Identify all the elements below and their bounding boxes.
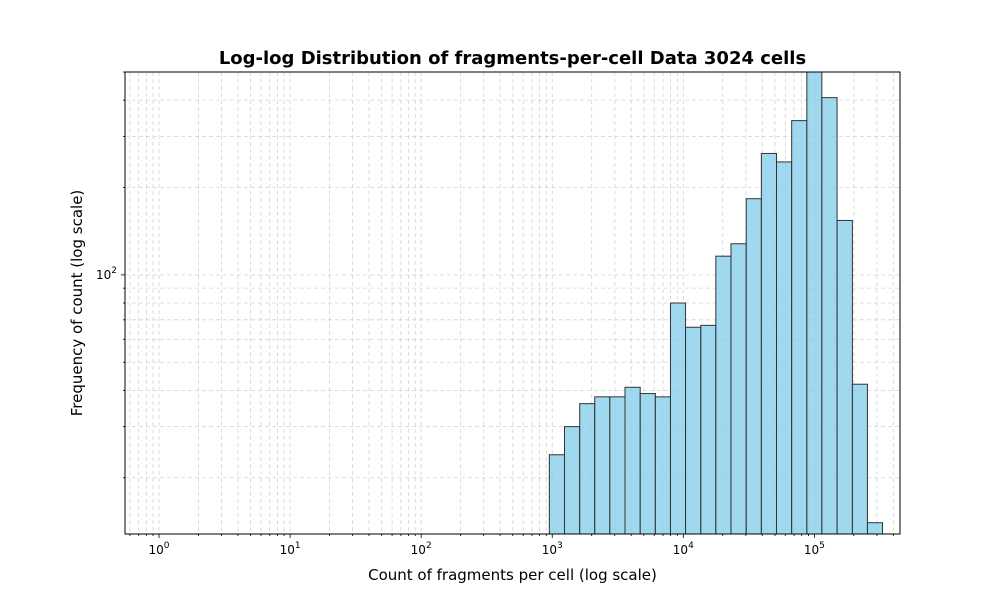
- histogram-bar: [579, 403, 596, 535]
- histogram-bar: [730, 243, 747, 535]
- plot-frame: [124, 71, 901, 535]
- histogram-bar: [866, 522, 884, 535]
- histogram-bar: [836, 219, 853, 535]
- bars-layer: [548, 71, 884, 535]
- chart-title: Log-log Distribution of fragments-per-ce…: [219, 48, 806, 69]
- y-axis-label: Frequency of count (log scale): [68, 190, 86, 417]
- x-axis-label: Count of fragments per cell (log scale): [368, 566, 657, 584]
- x-tick-label: 104: [673, 541, 694, 557]
- histogram-bar: [639, 393, 656, 535]
- histogram-bar: [563, 426, 581, 535]
- y-tick-label: 102: [96, 266, 117, 282]
- histogram-bar: [685, 326, 702, 535]
- x-tick-label: 100: [149, 541, 170, 557]
- x-tick-label: 105: [804, 541, 825, 557]
- histogram-bar: [821, 97, 838, 535]
- histogram-bar: [745, 198, 762, 535]
- histogram-bar: [806, 71, 823, 535]
- x-tick-label: 102: [411, 541, 432, 557]
- histogram-bar: [760, 152, 777, 535]
- histogram-bar: [594, 396, 611, 535]
- histogram-bar: [775, 161, 793, 535]
- histogram-bar: [715, 255, 732, 535]
- histogram-bar: [654, 396, 671, 535]
- histogram-bar: [851, 383, 868, 535]
- histogram-bar: [669, 302, 687, 535]
- x-tick-label: 101: [280, 541, 301, 557]
- x-tick-label: 103: [542, 541, 563, 557]
- histogram-bar: [624, 386, 641, 535]
- histogram-bar: [609, 396, 626, 535]
- histogram-bar: [791, 120, 808, 535]
- histogram-bar: [700, 324, 717, 535]
- histogram-bar: [548, 454, 565, 535]
